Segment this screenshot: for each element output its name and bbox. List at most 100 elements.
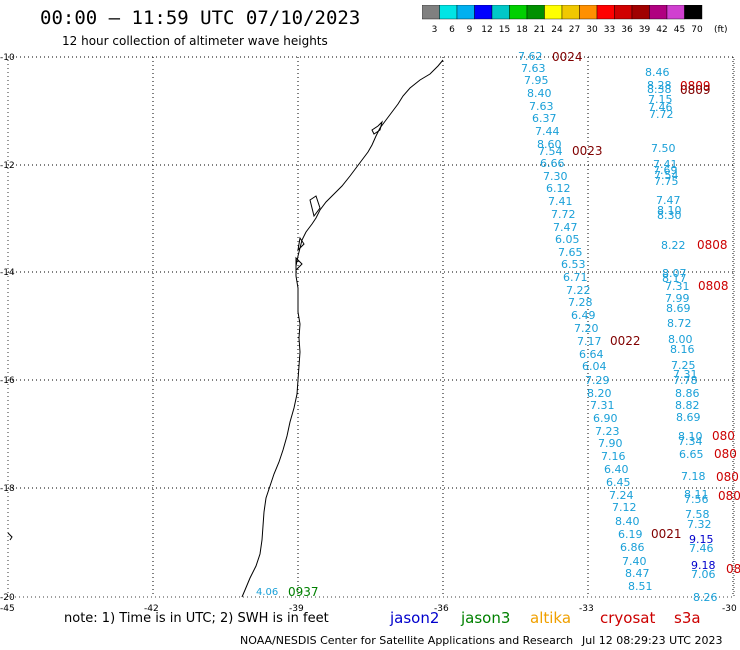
swh-value: 7.24: [609, 489, 634, 502]
swh-value: 6.64: [579, 348, 604, 361]
track-2-blue: 9.15 9.18: [689, 533, 716, 572]
color-swatch: [666, 5, 685, 20]
swh-value: 7.63: [529, 100, 554, 113]
color-scale-unit: (ft): [714, 25, 728, 35]
color-scale-label: 3: [432, 25, 438, 35]
swh-value: 8.28: [647, 79, 672, 92]
legend-jason3: jason3: [461, 609, 511, 627]
swh-value: 7.90: [598, 437, 623, 450]
swh-value: 7.40: [622, 555, 647, 568]
swh-value: 8.22: [661, 239, 686, 252]
pass-time: 080: [718, 489, 740, 503]
swh-value: 7.18: [681, 470, 706, 483]
swh-value: 7.44: [535, 125, 560, 138]
swh-value: 7.16: [601, 450, 626, 463]
color-swatch: [474, 5, 493, 20]
swh-value: 6.04: [582, 360, 607, 373]
swh-value: 8.10: [678, 430, 703, 443]
swh-value: 8.30: [657, 209, 682, 222]
x-axis-labels: -45 -42 -39 -36 -33 -30: [0, 604, 737, 614]
color-swatch: [596, 5, 615, 20]
x-tick: -42: [144, 604, 159, 614]
color-scale-label: 12: [481, 25, 492, 35]
swh-value: 6.40: [604, 463, 629, 476]
color-swatch: [422, 5, 440, 20]
page-subtitle: 12 hour collection of altimeter wave hei…: [62, 34, 328, 48]
color-swatch: [579, 5, 598, 20]
swh-value: 8.20: [587, 387, 612, 400]
swh-value: 7.20: [574, 322, 599, 335]
x-tick: -36: [434, 604, 449, 614]
pass-time: 0808: [698, 279, 729, 293]
swh-value: 8.26: [693, 591, 718, 604]
color-swatch: [649, 5, 668, 20]
color-scale-label: 39: [639, 25, 651, 35]
swh-value: 7.47: [553, 221, 578, 234]
pass-time: 080: [714, 447, 737, 461]
pass-time: 0937: [288, 585, 319, 599]
pass-time: 080: [716, 470, 739, 484]
swh-value: 7.65: [558, 246, 583, 259]
swh-value: 8.46: [645, 66, 670, 79]
swh-value: 6.05: [555, 233, 580, 246]
track-2-values: 8.46 8.28 8.38 7.15 7.46 7.72 7.50 7.41 …: [645, 66, 718, 604]
swh-value: 8.38: [647, 83, 672, 96]
swh-value: 6.53: [561, 258, 586, 271]
track-2-times: 0809 0809 0808 0808 080 080 080 080 08: [680, 79, 740, 576]
swh-value: 6.90: [593, 412, 618, 425]
pass-time: 0809: [680, 83, 711, 97]
swh-value: 7.31: [665, 280, 690, 293]
swh-value: 7.31: [673, 368, 698, 381]
y-tick: -12: [0, 161, 15, 171]
color-scale-label: 33: [604, 25, 615, 35]
color-scale-label: 45: [674, 25, 685, 35]
swh-value: 7.06: [691, 568, 716, 581]
color-scale-label: 6: [449, 25, 455, 35]
pass-time: 0024: [552, 50, 583, 64]
color-scale-label: 27: [569, 25, 580, 35]
swh-value: 7.46: [689, 542, 714, 555]
color-swatch: [491, 5, 510, 20]
swh-value: 8.10: [657, 204, 682, 217]
color-swatch: [684, 5, 703, 20]
legend-s3a: s3a: [674, 609, 701, 627]
color-swatch: [614, 5, 633, 20]
swh-value: 8.16: [670, 343, 695, 356]
swh-value: 7.75: [654, 175, 679, 188]
swh-value: 6.45: [606, 476, 631, 489]
swh-value: 6.86: [620, 541, 645, 554]
swh-value: 7.47: [656, 194, 681, 207]
swh-value: 7.56: [684, 493, 709, 506]
track-1-times: 0024 0023 0022 0021: [552, 50, 682, 541]
swh-value: 8.69: [676, 411, 701, 424]
swh-value: 6.49: [571, 309, 596, 322]
swh-value: 7.15: [648, 93, 673, 106]
x-tick: -39: [289, 604, 304, 614]
swh-value: 7.41: [548, 195, 573, 208]
generated-timestamp: Jul 12 08:29:23 UTC 2023: [582, 634, 723, 647]
swh-value: 8.69: [666, 302, 691, 315]
pass-time: 0808: [697, 238, 728, 252]
coastline: [241, 59, 444, 598]
legend-cryosat: cryosat: [600, 609, 656, 627]
page-title: 00:00 – 11:59 UTC 07/10/2023: [40, 7, 361, 29]
color-swatches: [422, 5, 703, 20]
swh-value: 8.11: [684, 488, 709, 501]
color-scale-label: 70: [691, 25, 703, 35]
swh-value: 7.78: [673, 374, 698, 387]
color-swatch: [561, 5, 580, 20]
swh-value: 8.47: [625, 567, 650, 580]
pass-time: 08: [726, 562, 740, 576]
swh-value: 7.69: [653, 164, 678, 177]
y-axis-labels: -10 -12 -14 -16 -18 -20: [0, 53, 15, 603]
swh-value: 7.12: [612, 501, 637, 514]
swh-value: 7.54: [654, 169, 679, 182]
x-tick: -45: [0, 604, 15, 614]
color-scale-label: 18: [516, 25, 528, 35]
swh-value: 7.32: [687, 518, 712, 531]
swh-value: 8.07: [662, 267, 687, 280]
swh-value: 7.63: [521, 62, 546, 75]
swh-value: 7.50: [651, 142, 676, 155]
pass-time: 0022: [610, 334, 641, 348]
